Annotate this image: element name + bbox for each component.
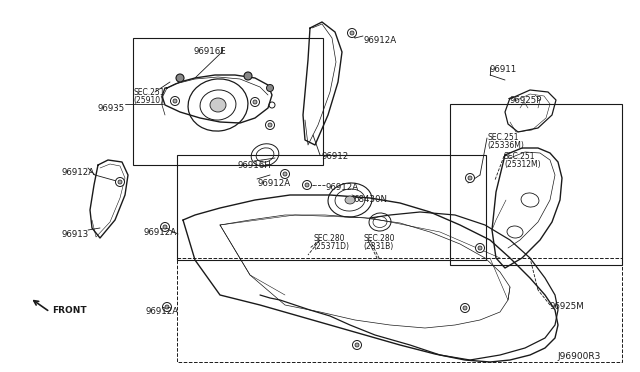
Bar: [177, 258, 622, 362]
Circle shape: [353, 340, 362, 350]
Text: SEC.251: SEC.251: [133, 88, 164, 97]
Text: 96912A: 96912A: [257, 179, 290, 188]
Circle shape: [348, 29, 356, 38]
Text: 96925M: 96925M: [550, 302, 585, 311]
Text: FRONT: FRONT: [52, 306, 86, 315]
Bar: [177, 155, 486, 260]
Text: SEC.280: SEC.280: [363, 234, 394, 243]
Circle shape: [283, 172, 287, 176]
Circle shape: [163, 302, 172, 311]
Circle shape: [250, 97, 259, 106]
Text: 96911: 96911: [490, 65, 517, 74]
Text: 96912A: 96912A: [364, 36, 397, 45]
Text: SEC.280: SEC.280: [313, 234, 344, 243]
Circle shape: [468, 176, 472, 180]
Text: 96925P: 96925P: [510, 96, 542, 105]
Text: 96913: 96913: [62, 230, 89, 239]
Circle shape: [176, 74, 184, 82]
Circle shape: [253, 100, 257, 104]
Circle shape: [303, 180, 312, 189]
Circle shape: [163, 225, 167, 229]
Text: J96900R3: J96900R3: [557, 352, 600, 361]
Circle shape: [268, 123, 272, 127]
Circle shape: [170, 96, 179, 106]
Text: 96916H: 96916H: [237, 161, 271, 170]
Circle shape: [266, 121, 275, 129]
Text: SEC.251: SEC.251: [504, 152, 536, 161]
Circle shape: [280, 170, 289, 179]
Circle shape: [478, 246, 482, 250]
Circle shape: [115, 177, 125, 186]
Circle shape: [461, 304, 470, 312]
Circle shape: [266, 84, 273, 92]
Text: 96912: 96912: [321, 152, 348, 161]
Circle shape: [305, 183, 309, 187]
Circle shape: [463, 306, 467, 310]
Text: 96912A: 96912A: [62, 168, 95, 177]
Ellipse shape: [345, 196, 355, 204]
Circle shape: [165, 305, 169, 309]
Ellipse shape: [210, 98, 226, 112]
Text: 96912A: 96912A: [146, 307, 179, 316]
Text: 96916E: 96916E: [194, 47, 227, 56]
Text: 96912A: 96912A: [325, 183, 358, 192]
Text: 68430N: 68430N: [353, 195, 387, 204]
Circle shape: [350, 31, 354, 35]
Circle shape: [465, 173, 474, 183]
Text: 96935: 96935: [97, 104, 124, 113]
Bar: [450, 104, 622, 265]
Text: (25336M): (25336M): [487, 141, 524, 150]
Text: SEC.251: SEC.251: [487, 133, 518, 142]
Circle shape: [244, 72, 252, 80]
Text: (2831B): (2831B): [363, 242, 393, 251]
Circle shape: [173, 99, 177, 103]
Circle shape: [355, 343, 359, 347]
Circle shape: [476, 244, 484, 253]
Text: 96912A: 96912A: [144, 228, 177, 237]
Text: (25312M): (25312M): [504, 160, 541, 169]
Text: (25371D): (25371D): [313, 242, 349, 251]
Bar: [133, 38, 323, 165]
Circle shape: [161, 222, 170, 231]
Circle shape: [118, 180, 122, 184]
Text: (25910): (25910): [133, 96, 163, 105]
